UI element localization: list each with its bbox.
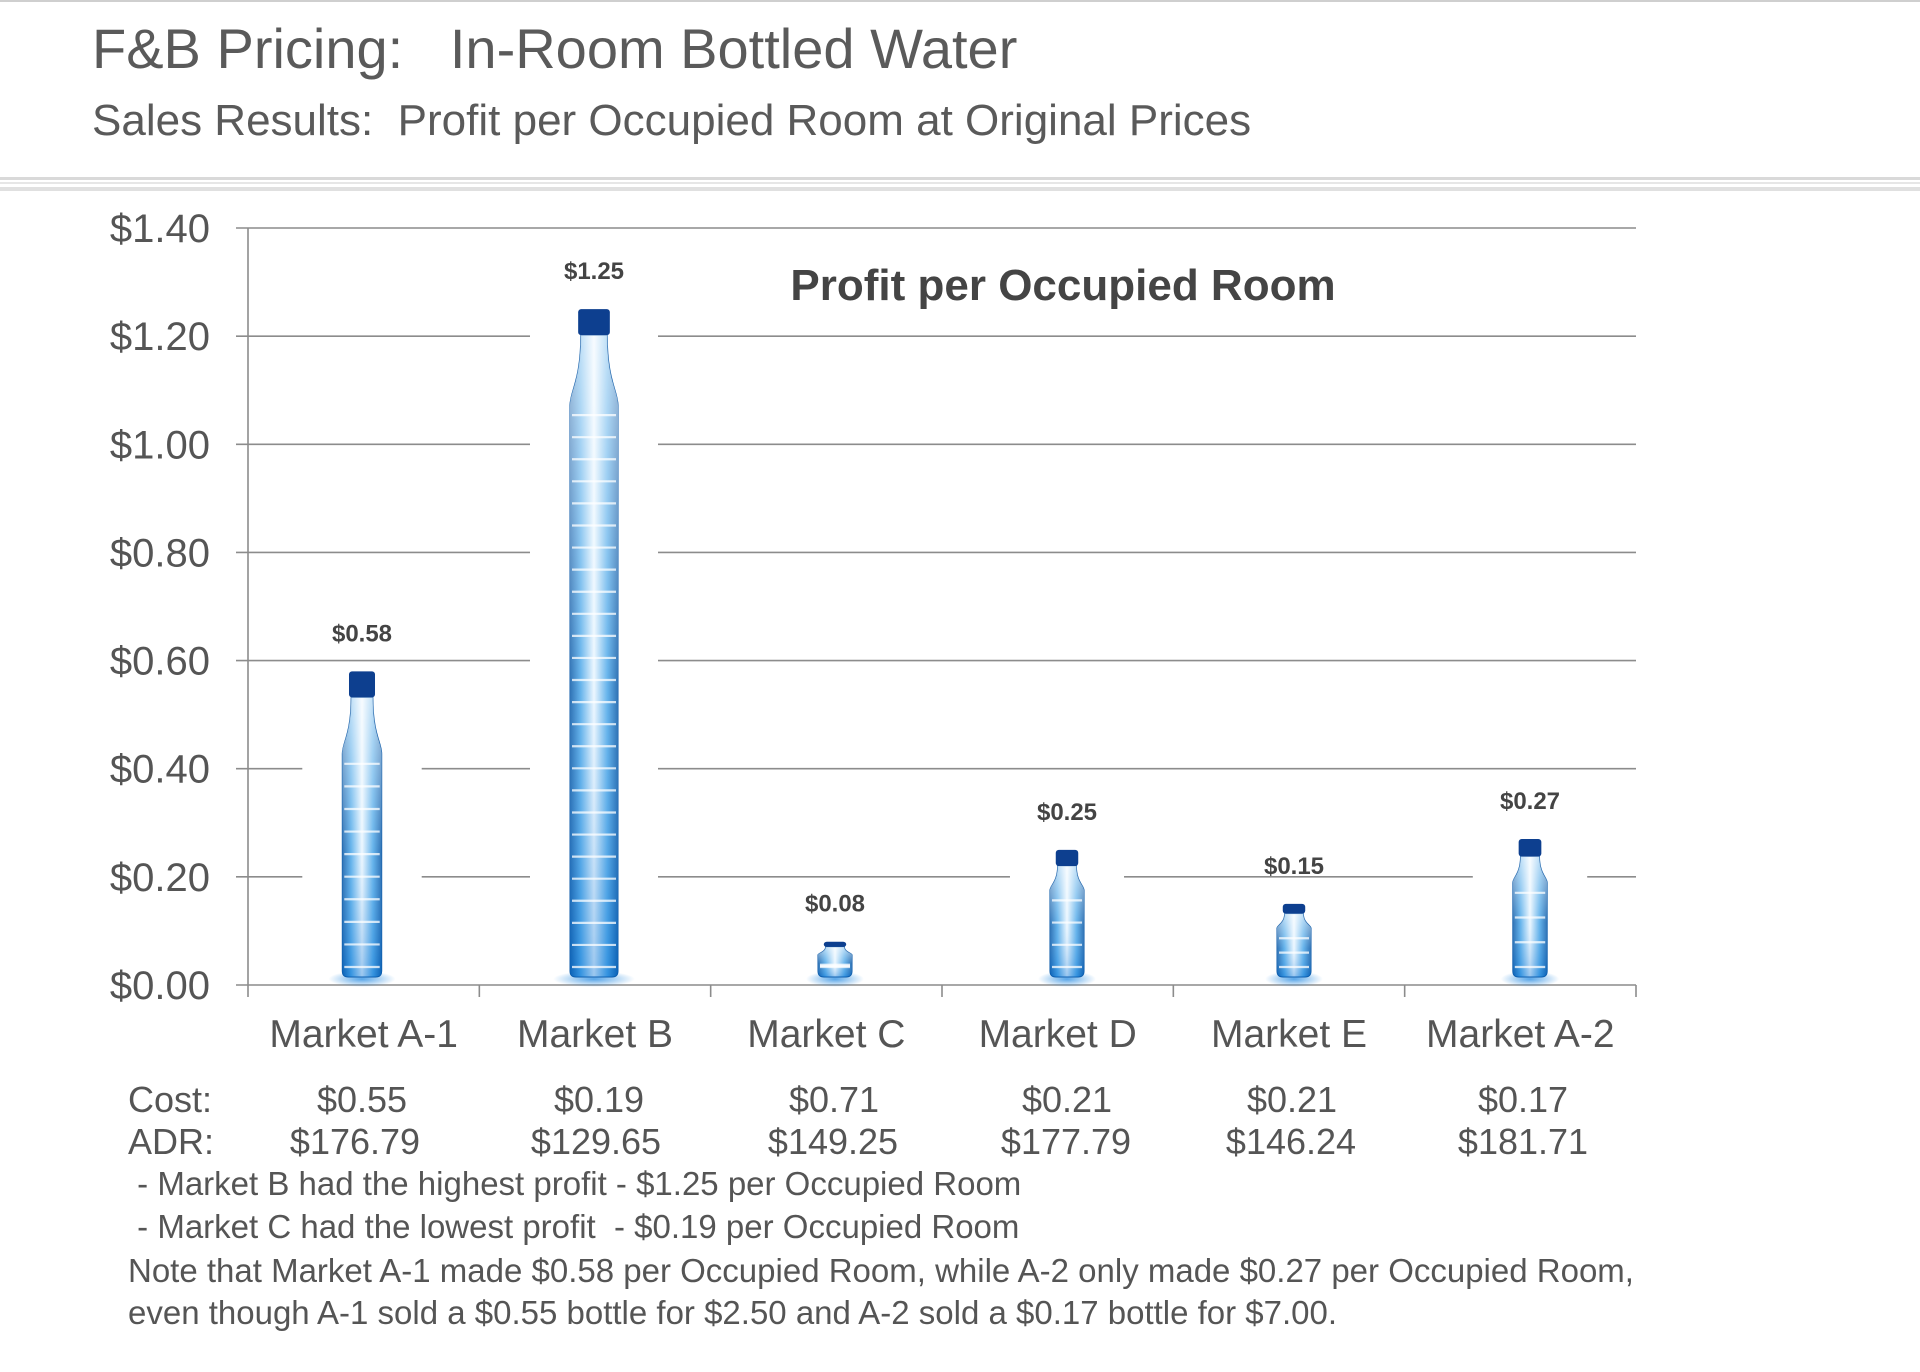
chart-axes xyxy=(236,228,1636,997)
data-label: $0.58 xyxy=(332,620,392,647)
bar xyxy=(778,936,892,987)
header-divider xyxy=(0,182,1920,184)
x-tick-label: Market C xyxy=(747,1013,905,1056)
adr-row-label: ADR: xyxy=(128,1120,214,1164)
adr-cell: $177.79 xyxy=(951,1120,1181,1164)
x-tick-label: Market A-1 xyxy=(269,1013,458,1056)
y-tick-label: $1.40 xyxy=(110,207,210,251)
cost-row: Cost: $0.55 $0.19 $0.71 $0.21 $0.21 $0.1… xyxy=(0,1078,1920,1122)
note-line: - Market C had the lowest profit - $0.19… xyxy=(128,1206,1019,1248)
y-tick-label: $0.60 xyxy=(110,640,210,684)
y-tick-label: $0.40 xyxy=(110,748,210,792)
note-line: even though A-1 sold a $0.55 bottle for … xyxy=(128,1292,1337,1334)
x-tick-label: Market E xyxy=(1211,1013,1367,1056)
chart-title: Profit per Occupied Room xyxy=(790,261,1335,310)
cost-cell: $0.55 xyxy=(247,1078,477,1122)
cost-cell: $0.21 xyxy=(952,1078,1182,1122)
chart-bars: $0.58 $1.25 $0.08 $0.25 $0.15 $0.27 xyxy=(302,258,1587,987)
adr-cell: $129.65 xyxy=(481,1120,711,1164)
profit-bar-chart: $0.00 $0.20 $0.40 $0.60 $0.80 $1.00 $1.20 $1.40… xyxy=(0,195,1920,1075)
header-divider xyxy=(0,177,1920,180)
slide-header: F&B Pricing: In-Room Bottled Water Sales… xyxy=(0,0,1920,185)
data-label: $0.27 xyxy=(1500,788,1560,815)
x-tick-label: Market D xyxy=(979,1013,1137,1056)
data-label: $0.15 xyxy=(1264,853,1324,880)
cost-cell: $0.19 xyxy=(484,1078,714,1122)
adr-cell: $146.24 xyxy=(1176,1120,1406,1164)
adr-cell: $181.71 xyxy=(1408,1120,1638,1164)
y-tick-label: $0.20 xyxy=(110,856,210,900)
x-tick-label: Market B xyxy=(517,1013,673,1056)
bar xyxy=(302,665,421,987)
y-axis-ticks: $0.00 $0.20 $0.40 $0.60 $0.80 $1.00 $1.20 $1.40 xyxy=(110,207,210,1008)
y-tick-label: $0.00 xyxy=(110,964,210,1008)
slide-title: F&B Pricing: In-Room Bottled Water xyxy=(92,16,1017,82)
note-line: Note that Market A-1 made $0.58 per Occu… xyxy=(128,1250,1634,1292)
data-label: $1.25 xyxy=(564,258,624,285)
bar xyxy=(1010,844,1124,987)
data-label: $0.25 xyxy=(1037,799,1097,826)
cost-cell: $0.17 xyxy=(1408,1078,1638,1122)
x-tick-label: Market A-2 xyxy=(1426,1013,1615,1056)
cost-cell: $0.71 xyxy=(719,1078,949,1122)
y-tick-label: $1.20 xyxy=(110,315,210,359)
y-tick-label: $1.00 xyxy=(110,423,210,467)
chart-gridlines xyxy=(236,228,1636,877)
adr-cell: $149.25 xyxy=(718,1120,948,1164)
adr-cell: $176.79 xyxy=(240,1120,470,1164)
cost-cell: $0.21 xyxy=(1177,1078,1407,1122)
note-line: - Market B had the highest profit - $1.2… xyxy=(128,1163,1021,1205)
bar xyxy=(1237,898,1351,987)
header-divider xyxy=(0,187,1920,191)
bar xyxy=(530,303,658,987)
data-label: $0.08 xyxy=(805,891,865,918)
cost-row-label: Cost: xyxy=(128,1078,212,1122)
y-tick-label: $0.80 xyxy=(110,531,210,575)
bar xyxy=(1473,833,1587,987)
x-axis-categories: Market A-1 Market B Market C Market D Market… xyxy=(269,1013,1614,1056)
slide-subtitle: Sales Results: Profit per Occupied Room … xyxy=(92,94,1251,148)
adr-row: ADR: $176.79 $129.65 $149.25 $177.79 $14… xyxy=(0,1120,1920,1164)
